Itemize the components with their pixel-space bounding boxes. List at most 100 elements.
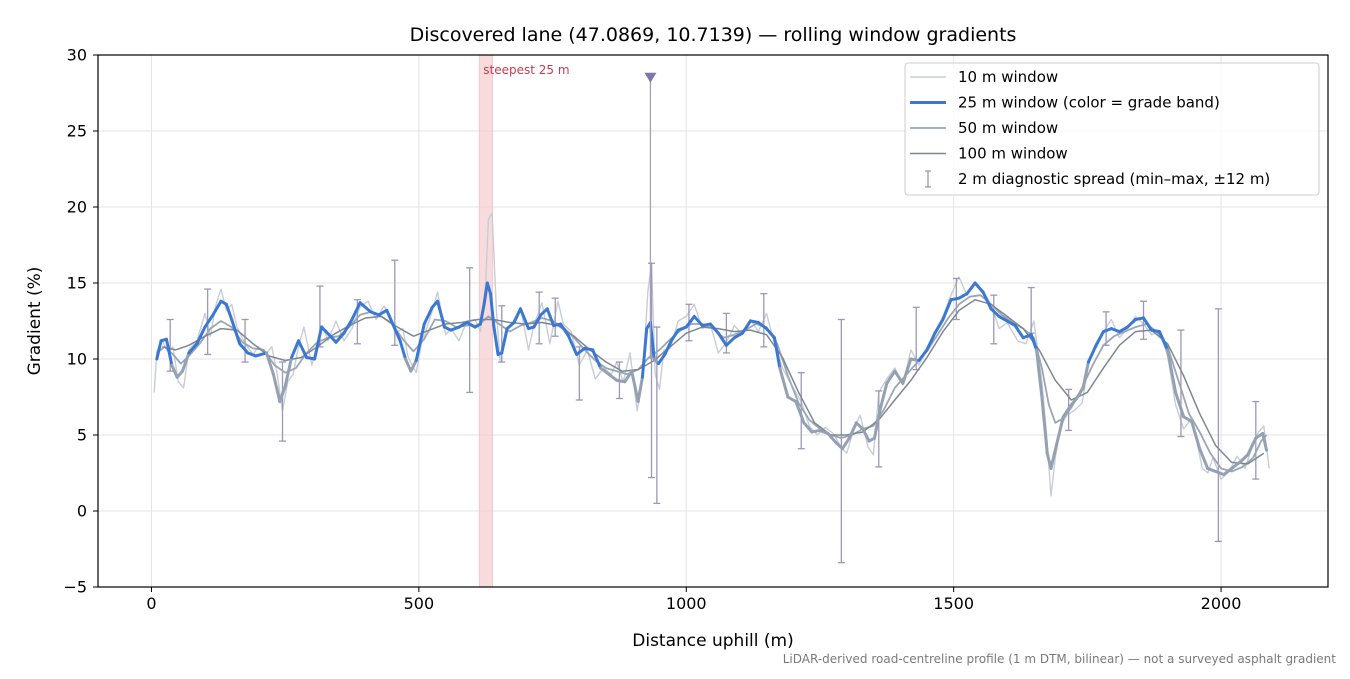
series-25m-segment (290, 339, 301, 359)
series-25m-segment (393, 327, 402, 343)
series-25m-segment (170, 363, 179, 379)
series-25m-segment (334, 331, 346, 344)
series-25m-segment (567, 334, 579, 356)
series-25m-segment (756, 321, 768, 331)
marker-triangle (644, 72, 657, 83)
series-25m-segment (478, 302, 486, 326)
series-25m-segment (724, 336, 736, 347)
series-25m-segment (1054, 415, 1065, 448)
series-10m-line (153, 212, 1270, 497)
series-25m-segment (327, 333, 338, 344)
legend-box (904, 62, 1320, 196)
series-25m-segment (636, 375, 644, 404)
series-25m-segment (941, 298, 953, 321)
spread-bar (990, 294, 998, 345)
series-25m-segment (1238, 453, 1250, 464)
series-25m-segment (512, 307, 522, 325)
series-25m-segment (409, 359, 418, 373)
spread-bar (279, 361, 286, 442)
series-25m-segment (1068, 397, 1079, 408)
series-25m-segment (773, 336, 782, 370)
y-tick-label: 0 (77, 502, 87, 521)
spread-bar (648, 262, 655, 479)
plot-layer (153, 72, 1270, 564)
y-tick-label: 25 (67, 122, 87, 141)
series-25m-segment (826, 431, 838, 445)
series-25m-line (155, 281, 1268, 477)
y-tick-label: 5 (77, 426, 87, 445)
series-25m-segment (155, 339, 163, 361)
series-25m-segment (1158, 330, 1170, 352)
series-25m-segment (457, 321, 469, 329)
legend-item: 25 m window (color = grade band) (910, 94, 1220, 112)
series-25m-segment (1198, 447, 1210, 470)
series-25m-segment (861, 427, 871, 443)
series-25m-segment (873, 409, 882, 440)
legend-label: 100 m window (958, 145, 1068, 163)
series-25m-segment (358, 301, 373, 314)
series-25m-segment (238, 342, 250, 355)
y-tick-label: 15 (67, 274, 87, 293)
diagnostic-spread (166, 259, 1260, 564)
series-25m-segment (925, 331, 937, 352)
spread-bar (241, 318, 249, 363)
x-tick-label: 0 (146, 594, 156, 613)
chart-title: Discovered lane (47.0869, 10.7139) — rol… (410, 24, 1017, 46)
series-25m-segment (350, 301, 362, 321)
series-25m-segment (180, 351, 191, 373)
legend-item: 10 m window (910, 68, 1058, 86)
series-25m-segment (271, 372, 282, 404)
series-25m-segment (482, 281, 489, 306)
legend-label: 50 m window (958, 119, 1058, 137)
series-25m-segment (901, 357, 913, 385)
series-25m-segment (264, 351, 275, 376)
series-25m-segment (254, 351, 268, 358)
series-25m-segment (297, 339, 309, 359)
series-25m-segment (1040, 395, 1049, 455)
series-25m-segment (489, 292, 496, 328)
series-25m-segment (1075, 386, 1085, 401)
series-25m-segment (313, 325, 324, 361)
series-25m-segment (1261, 431, 1268, 452)
legend-label: 10 m window (958, 68, 1058, 86)
series-25m-segment (377, 308, 389, 317)
series-25m-segment (164, 337, 174, 367)
spread-bar (1177, 329, 1185, 438)
series-25m-segment (663, 339, 673, 356)
series-25m-segment (669, 328, 680, 343)
series-25m-segment (1174, 390, 1186, 419)
spread-bar (837, 318, 845, 564)
steepest-band-label: steepest 25 m (483, 63, 569, 77)
spread-bar (1214, 308, 1222, 543)
series-25m-segment (283, 355, 294, 388)
y-tick-label: 20 (67, 198, 87, 217)
series-25m-segment (559, 322, 571, 338)
series-25m-segment (1029, 333, 1039, 352)
series-25m-segment (1190, 419, 1202, 451)
series-25m-segment (1086, 345, 1097, 364)
y-tick-label: 10 (67, 350, 87, 369)
series-25m-segment (786, 395, 798, 404)
series-25m-segment (320, 325, 331, 337)
series-25m-segment (1061, 404, 1072, 419)
series-25m-segment (878, 381, 889, 413)
series-25m-segment (575, 346, 587, 356)
series-25m-segment (1166, 348, 1178, 394)
series-25m-segment (794, 400, 806, 425)
footnote: LiDAR-derived road-centreline profile (1… (782, 652, 1336, 666)
x-tick-label: 1000 (666, 594, 707, 613)
series-25m-segment (500, 327, 509, 355)
y-tick-label: −5 (63, 578, 87, 597)
series-25m-segment (1093, 330, 1105, 349)
series-25m-segment (485, 281, 493, 296)
series-25m-segment (847, 421, 858, 440)
series-25m-segment (518, 307, 530, 331)
series-25m-segment (1222, 466, 1234, 477)
series-25m-segment (933, 317, 945, 335)
spread-bar (875, 390, 883, 468)
series-25m-segment (778, 366, 790, 399)
series-25m-segment (1117, 325, 1129, 334)
series-25m-segment (1182, 415, 1194, 423)
x-tick-label: 500 (404, 594, 435, 613)
